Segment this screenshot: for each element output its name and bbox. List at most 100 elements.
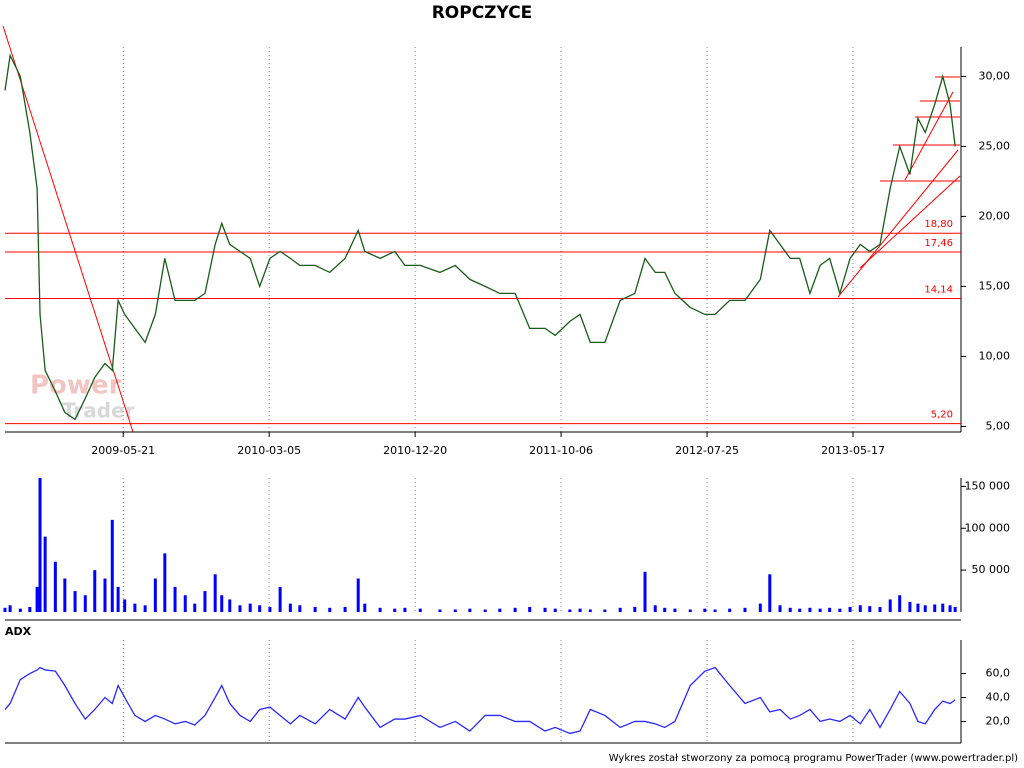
volume-bar: [203, 591, 207, 612]
volume-bar: [258, 605, 262, 612]
volume-bar: [868, 606, 872, 612]
level-label: 18,80: [924, 219, 953, 230]
volume-bar: [688, 609, 692, 612]
data-line: [4, 53, 956, 421]
y-tick-label: 50 000: [972, 563, 1011, 576]
volume-bar: [653, 605, 657, 612]
volume-bar: [288, 603, 292, 612]
volume-bar: [828, 607, 832, 612]
volume-bar: [363, 603, 367, 612]
volume-bar: [663, 607, 667, 612]
volume-bar: [838, 608, 842, 612]
volume-bar: [513, 607, 517, 612]
trend-line: [859, 175, 961, 269]
volume-bar: [888, 599, 892, 612]
volume-bar: [73, 591, 77, 612]
volume-bar: [343, 606, 347, 612]
volume-bar: [220, 595, 224, 612]
volume-bar: [808, 607, 812, 612]
volume-bar: [578, 608, 582, 612]
volume-bar: [528, 606, 532, 612]
volume-bar: [483, 609, 487, 612]
volume-bar: [468, 608, 472, 612]
volume-bar: [923, 605, 927, 612]
volume-bar: [916, 603, 920, 612]
x-tick-label: 2012-07-25: [675, 444, 739, 457]
volume-bar: [543, 607, 547, 612]
volume-bar: [133, 603, 137, 612]
y-tick-label: 40,0: [986, 690, 1011, 703]
volume-bar: [948, 605, 952, 612]
volume-bar: [378, 607, 382, 612]
x-tick-label: 2009-05-21: [91, 444, 155, 457]
volume-bar: [758, 603, 762, 612]
volume-bar: [618, 607, 622, 612]
chart-title: ROPCZYCE: [432, 3, 533, 23]
volume-bar: [393, 608, 397, 612]
y-tick-label: 10,00: [979, 349, 1011, 362]
volume-bar: [93, 570, 97, 612]
volume-bar: [153, 578, 157, 612]
volume-bar: [403, 607, 407, 612]
volume-bar: [35, 586, 39, 612]
volume-bar: [713, 609, 717, 612]
volume-bar: [788, 607, 792, 612]
volume-bar: [53, 561, 57, 612]
level-label: 17,46: [924, 238, 953, 249]
y-tick-label: 15,00: [979, 279, 1011, 292]
volume-bar: [116, 586, 120, 612]
volume-bar: [8, 605, 12, 612]
volume-bar: [878, 606, 882, 612]
volume-bar: [248, 603, 252, 612]
trend-line: [904, 91, 954, 181]
volume-bar: [858, 605, 862, 612]
volume-bar: [123, 599, 127, 612]
y-tick-label: 30,00: [979, 69, 1011, 82]
data-line: [4, 666, 956, 735]
level-label: 5,20: [931, 410, 953, 421]
volume-bar: [183, 595, 187, 612]
volume-bar: [43, 536, 47, 612]
y-tick-label: 60,0: [986, 667, 1011, 680]
volume-bar: [643, 571, 647, 612]
volume-bar: [568, 609, 572, 612]
y-tick-label: 20,0: [986, 714, 1011, 727]
volume-bar: [941, 603, 945, 612]
volume-bar: [103, 578, 107, 612]
volume-bar: [83, 595, 87, 612]
volume-bar: [778, 605, 782, 612]
volume-bar: [633, 606, 637, 612]
trend-line: [2, 25, 134, 433]
volume-bar: [933, 604, 937, 612]
volume-bar: [38, 478, 42, 612]
volume-bar: [953, 606, 957, 612]
volume-bar: [703, 608, 707, 612]
volume-bar: [498, 608, 502, 612]
volume-bar: [848, 606, 852, 612]
volume-bar: [588, 609, 592, 612]
volume-bar: [768, 574, 772, 612]
volume-bar: [603, 609, 607, 612]
volume-bar: [313, 606, 317, 612]
volume-bar: [238, 605, 242, 612]
volume-bar: [228, 599, 232, 612]
volume-bar: [110, 519, 114, 612]
volume-bar: [3, 607, 7, 612]
volume-bar: [418, 608, 422, 612]
volume-bar: [18, 608, 22, 612]
volume-bar: [798, 608, 802, 612]
volume-bar: [63, 578, 67, 612]
volume-bar: [28, 606, 32, 612]
trend-lines: [2, 25, 961, 433]
y-tick-label: 100 000: [965, 521, 1011, 534]
volume-bar: [356, 578, 360, 612]
volume-bar: [908, 601, 912, 612]
volume-bar: [213, 574, 217, 612]
volume-bar: [898, 595, 902, 612]
volume-bar: [438, 609, 442, 612]
x-tick-label: 2010-12-20: [383, 444, 447, 457]
y-tick-label: 150 000: [965, 479, 1011, 492]
y-tick-label: 5,00: [986, 419, 1011, 432]
x-tick-label: 2011-10-06: [529, 444, 593, 457]
